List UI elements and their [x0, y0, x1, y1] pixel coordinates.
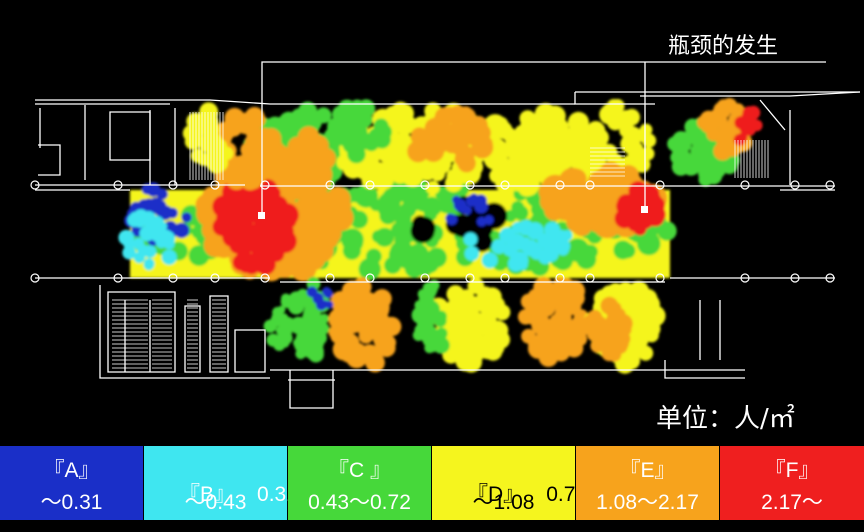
legend-c-range: 0.43～0.72 [308, 491, 411, 514]
legend-a-name: 『A』 [43, 459, 100, 482]
column-marker [168, 273, 178, 283]
column-marker [585, 273, 595, 283]
column-marker [655, 273, 665, 283]
floor-plan-density-map: 瓶颈的发生 单位：人/㎡ [30, 34, 861, 434]
stair-hatching [112, 112, 769, 369]
column-marker [210, 180, 220, 190]
column-marker [465, 273, 475, 283]
column-marker [30, 180, 40, 190]
legend-f-name: 『F』 [764, 459, 820, 482]
floor-plan-svg [30, 61, 861, 409]
column-marker [790, 180, 800, 190]
bottleneck-label: 瓶颈的发生 [668, 34, 779, 59]
legend-cell-c: 『C 』 0.43～0.72 [288, 446, 432, 520]
column-marker [365, 273, 375, 283]
column-marker [325, 273, 335, 283]
column-marker [825, 180, 835, 190]
column-marker [168, 180, 178, 190]
bottleneck-leader-line [261, 61, 826, 216]
column-marker [210, 273, 220, 283]
bottleneck-marker-right [641, 206, 648, 213]
column-marker [260, 273, 270, 283]
legend-cell-e: 『E』 1.08～2.17 [576, 446, 720, 520]
bottleneck-marker-left [258, 212, 265, 219]
column-marker [420, 273, 430, 283]
legend-b-range-start: 0.31 [257, 483, 298, 506]
column-marker [555, 273, 565, 283]
column-marker [585, 180, 595, 190]
legend-d-range: ～1.08 [472, 491, 535, 514]
legend-cell-d: 『D』 0.72 ～1.08 [432, 446, 587, 520]
column-marker [325, 180, 335, 190]
column-marker [465, 180, 475, 190]
column-marker [740, 273, 750, 283]
column-marker [500, 180, 510, 190]
column-marker [365, 180, 375, 190]
column-marker [555, 180, 565, 190]
density-legend: 『A』 ～0.31 『B』 0.31 ～0.43 『C 』 0.43～0.72 『… [0, 446, 864, 520]
column-marker [740, 180, 750, 190]
column-marker [113, 273, 123, 283]
unit-label: 单位：人/㎡ [656, 404, 795, 434]
legend-b-range: ～0.43 [184, 491, 247, 514]
legend-a-range: ～0.31 [40, 491, 103, 514]
legend-f-range: 2.17～ [761, 491, 823, 514]
structural-columns [30, 180, 835, 283]
legend-cell-a: 『A』 ～0.31 [0, 446, 144, 520]
legend-cell-f: 『F』 2.17～ [720, 446, 864, 520]
column-marker [825, 273, 835, 283]
column-marker [655, 180, 665, 190]
legend-c-name: 『C 』 [328, 459, 391, 482]
column-marker [113, 180, 123, 190]
column-marker [260, 180, 270, 190]
column-marker [30, 273, 40, 283]
legend-d-name: 『D』 [467, 483, 525, 506]
legend-e-range: 1.08～2.17 [596, 491, 699, 514]
legend-b-name: 『B』 [179, 483, 236, 506]
column-marker [420, 180, 430, 190]
legend-e-name: 『E』 [619, 459, 676, 482]
column-marker [500, 273, 510, 283]
wall-linework [35, 91, 861, 409]
column-marker [790, 273, 800, 283]
legend-cell-b: 『B』 0.31 ～0.43 [144, 446, 298, 520]
